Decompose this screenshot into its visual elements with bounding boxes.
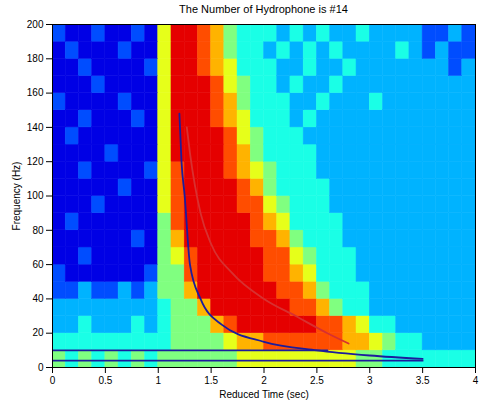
svg-text:3.5: 3.5: [416, 375, 430, 386]
svg-text:0: 0: [38, 362, 44, 373]
svg-text:0.5: 0.5: [98, 375, 112, 386]
svg-text:120: 120: [27, 156, 44, 167]
svg-text:200: 200: [27, 19, 44, 30]
svg-text:140: 140: [27, 122, 44, 133]
svg-text:0: 0: [50, 375, 56, 386]
svg-text:4: 4: [473, 375, 479, 386]
svg-text:1: 1: [155, 375, 161, 386]
svg-text:1.5: 1.5: [204, 375, 218, 386]
svg-text:Reduced Time (sec): Reduced Time (sec): [219, 389, 308, 400]
svg-text:100: 100: [27, 190, 44, 201]
svg-text:3: 3: [367, 375, 373, 386]
svg-text:180: 180: [27, 53, 44, 64]
svg-text:40: 40: [32, 293, 44, 304]
svg-text:Frequency (Hz): Frequency (Hz): [11, 162, 22, 231]
svg-text:60: 60: [32, 259, 44, 270]
html-text:The Number of Hydrophone is #1: The Number of Hydrophone is #14: [179, 3, 348, 15]
svg-text:2: 2: [261, 375, 267, 386]
svg-text:2.5: 2.5: [310, 375, 324, 386]
svg-text:80: 80: [32, 225, 44, 236]
svg-text:20: 20: [32, 327, 44, 338]
svg-text:160: 160: [27, 87, 44, 98]
